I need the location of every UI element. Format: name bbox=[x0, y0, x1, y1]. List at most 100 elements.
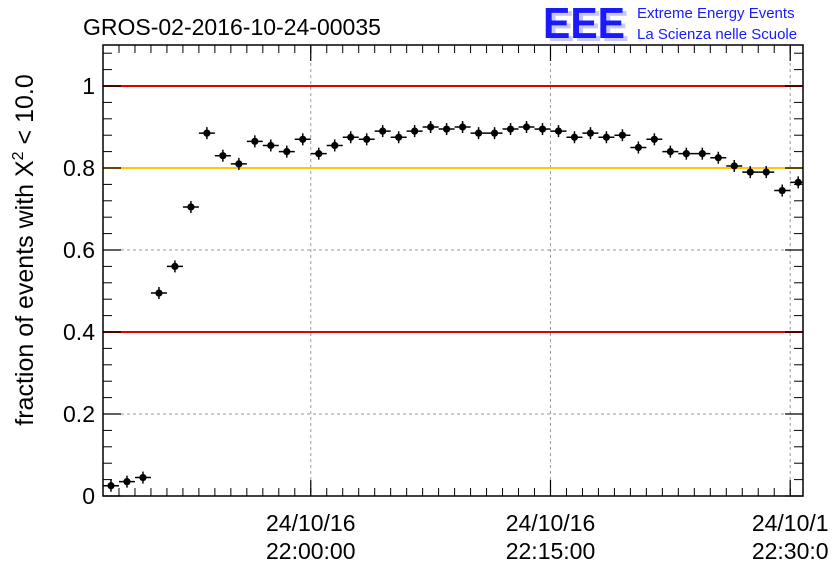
data-point-marker bbox=[379, 127, 387, 135]
data-point bbox=[726, 159, 743, 172]
data-point-marker bbox=[283, 148, 291, 156]
y-axis-label-sup: 2 bbox=[10, 151, 27, 160]
data-point-marker bbox=[315, 150, 323, 158]
data-point-marker bbox=[411, 127, 419, 135]
data-point-marker bbox=[123, 478, 131, 486]
x-tick-label-date: 24/10/1 bbox=[752, 510, 829, 536]
x-tick-label-time: 22:30:0 bbox=[752, 538, 829, 564]
data-point bbox=[518, 121, 535, 133]
data-point-marker bbox=[682, 150, 690, 158]
data-point-marker bbox=[650, 135, 658, 143]
data-point bbox=[246, 135, 263, 148]
data-point-marker bbox=[139, 473, 147, 482]
data-point bbox=[118, 475, 135, 488]
data-point-marker bbox=[634, 143, 642, 152]
data-point-marker bbox=[267, 141, 275, 150]
data-point-marker bbox=[107, 482, 115, 490]
x-tick-label-date: 24/10/16 bbox=[266, 510, 356, 536]
data-point bbox=[582, 127, 599, 140]
data-point bbox=[790, 176, 803, 189]
reference-lines bbox=[103, 85, 803, 333]
data-point-marker bbox=[458, 123, 467, 131]
data-point bbox=[422, 121, 439, 133]
data-point-marker bbox=[219, 152, 227, 160]
data-series bbox=[103, 121, 803, 492]
data-point-marker bbox=[347, 133, 355, 141]
data-point-marker bbox=[203, 129, 211, 137]
data-point-marker bbox=[490, 129, 499, 137]
data-point bbox=[502, 123, 519, 136]
data-point-marker bbox=[474, 129, 483, 137]
data-point-marker bbox=[427, 123, 435, 131]
x-tick-label-time: 22:15:00 bbox=[506, 538, 596, 564]
x-tick-label-date: 24/10/16 bbox=[506, 510, 596, 536]
data-point bbox=[390, 131, 407, 144]
y-tick-label: 0.2 bbox=[63, 401, 95, 427]
data-point-marker bbox=[522, 123, 531, 131]
data-point bbox=[694, 147, 711, 160]
data-point bbox=[662, 145, 679, 158]
plot-frame bbox=[102, 44, 804, 497]
y-axis-label-main: fraction of events with X bbox=[11, 160, 39, 426]
data-point bbox=[566, 131, 583, 144]
data-point-marker bbox=[570, 133, 579, 141]
data-point bbox=[534, 123, 551, 136]
data-point bbox=[294, 133, 311, 146]
data-point-marker bbox=[251, 137, 259, 145]
y-tick-label: 0 bbox=[82, 483, 95, 509]
data-point bbox=[598, 131, 615, 144]
data-point-marker bbox=[363, 135, 371, 143]
data-point-marker bbox=[666, 148, 674, 156]
data-point-marker bbox=[746, 168, 754, 176]
data-point-marker bbox=[586, 129, 595, 137]
data-point-marker bbox=[331, 141, 339, 150]
data-point bbox=[486, 127, 503, 140]
data-point bbox=[630, 141, 647, 154]
data-point-marker bbox=[506, 125, 515, 133]
data-point bbox=[774, 184, 791, 197]
data-point-marker bbox=[171, 262, 179, 270]
run-title: GROS-02-2016-10-24-00035 bbox=[83, 14, 381, 40]
data-point-marker bbox=[778, 186, 786, 195]
data-point bbox=[103, 479, 119, 492]
data-point-marker bbox=[618, 131, 627, 139]
y-axis-label: fraction of events with X2 < 10.0 bbox=[10, 74, 39, 425]
data-point-marker bbox=[187, 203, 195, 211]
data-point bbox=[326, 139, 343, 152]
data-point-marker bbox=[395, 133, 403, 141]
data-point bbox=[710, 151, 727, 164]
data-point-marker bbox=[155, 289, 163, 297]
eee-logo-mark: EEE bbox=[543, 0, 625, 48]
y-tick-label: 1 bbox=[82, 73, 95, 99]
data-point bbox=[150, 287, 167, 300]
eee-logo-line1: Extreme Energy Events bbox=[637, 5, 795, 22]
data-point bbox=[166, 260, 183, 273]
data-point bbox=[454, 121, 471, 133]
data-point-marker bbox=[794, 178, 802, 186]
y-tick-label: 0.4 bbox=[63, 319, 95, 345]
data-point bbox=[230, 157, 247, 170]
y-axis: 0 0.2 0.4 0.6 0.8 1 bbox=[63, 52, 803, 509]
data-point bbox=[198, 127, 215, 140]
data-point bbox=[758, 166, 775, 179]
eee-logo-line2: La Scienza nelle Scuole bbox=[637, 26, 797, 43]
data-point-marker bbox=[698, 150, 706, 158]
data-point bbox=[310, 147, 327, 160]
data-point-marker bbox=[730, 162, 738, 170]
data-point bbox=[742, 166, 759, 179]
data-point bbox=[358, 133, 375, 146]
data-point-marker bbox=[538, 125, 547, 133]
data-point bbox=[278, 145, 295, 158]
data-point bbox=[342, 131, 359, 144]
data-point bbox=[214, 149, 231, 162]
data-point bbox=[646, 133, 663, 146]
data-point bbox=[614, 129, 631, 142]
data-point bbox=[406, 125, 423, 138]
data-point-marker bbox=[235, 160, 243, 168]
x-tick-label-time: 22:00:00 bbox=[266, 538, 356, 564]
data-point bbox=[182, 200, 199, 213]
data-point bbox=[470, 127, 487, 140]
data-point bbox=[438, 123, 455, 136]
data-point bbox=[550, 125, 567, 138]
